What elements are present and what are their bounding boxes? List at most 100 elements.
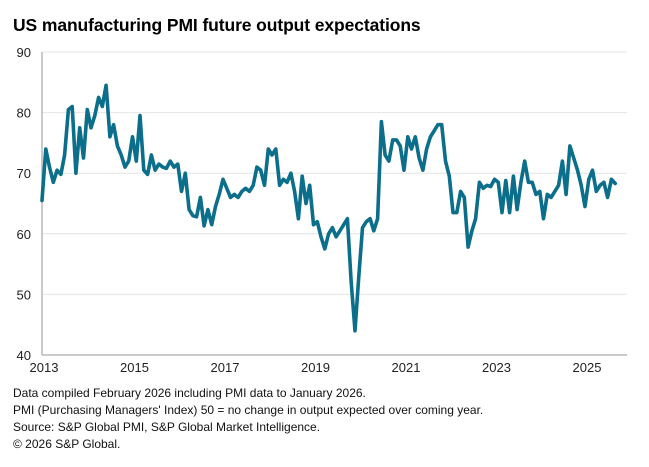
chart-notes: Data compiled February 2026 including PM… [13, 385, 483, 453]
data-point [214, 205, 217, 208]
data-point [184, 172, 187, 175]
data-point [195, 215, 198, 218]
y-tick-labels: 40 50 60 70 80 90 [17, 45, 31, 363]
data-point [331, 226, 334, 229]
data-point [135, 160, 138, 163]
data-point [60, 173, 63, 176]
data-point [595, 190, 598, 193]
data-point [131, 135, 134, 138]
data-point [188, 208, 191, 211]
data-point [463, 196, 466, 199]
data-point [90, 126, 93, 129]
data-point [388, 160, 391, 163]
data-point [606, 196, 609, 199]
data-point [191, 214, 194, 217]
data-point [403, 169, 406, 172]
data-point [591, 169, 594, 172]
data-point [603, 181, 606, 184]
note-copyright: © 2026 S&P Global. [13, 437, 121, 451]
data-point [580, 184, 583, 187]
data-point [339, 229, 342, 232]
y-tick-label: 50 [17, 287, 31, 302]
data-point [535, 193, 538, 196]
data-point [576, 169, 579, 172]
y-tick-label: 70 [17, 166, 31, 181]
data-point [572, 157, 575, 160]
data-point [293, 190, 296, 193]
data-point [52, 181, 55, 184]
data-point [391, 139, 394, 142]
x-tick-label: 2021 [392, 360, 421, 375]
data-point [127, 160, 130, 163]
data-point [263, 184, 266, 187]
data-point [527, 181, 530, 184]
data-point [508, 211, 511, 214]
data-point [67, 108, 70, 111]
data-point [335, 235, 338, 238]
data-point [350, 281, 353, 284]
data-point [599, 184, 602, 187]
data-point [422, 169, 425, 172]
data-point [448, 175, 451, 178]
data-point [146, 173, 149, 176]
note-pmi-definition: PMI (Purchasing Managers' Index) 50 = no… [13, 403, 484, 417]
data-point [489, 185, 492, 188]
data-point [542, 217, 545, 220]
data-point [252, 184, 255, 187]
series-line [40, 83, 617, 333]
data-point [501, 211, 504, 214]
data-point [486, 184, 489, 187]
data-point [569, 145, 572, 148]
data-point [523, 160, 526, 163]
data-point [109, 135, 112, 138]
data-point [44, 148, 47, 151]
data-point [546, 193, 549, 196]
data-point [553, 190, 556, 193]
data-point [342, 223, 345, 226]
data-point [290, 172, 293, 175]
data-point [82, 157, 85, 160]
data-point [504, 179, 507, 182]
data-point [97, 96, 100, 99]
data-point [312, 223, 315, 226]
data-point [399, 145, 402, 148]
x-tick-label: 2019 [301, 360, 330, 375]
data-point [395, 139, 398, 142]
data-point [101, 105, 104, 108]
data-point [372, 229, 375, 232]
data-point [467, 246, 470, 249]
data-point [316, 220, 319, 223]
data-point [380, 120, 383, 123]
data-point [610, 178, 613, 181]
data-point [199, 196, 202, 199]
data-point [229, 196, 232, 199]
data-point [180, 190, 183, 193]
data-point [203, 225, 206, 228]
data-point [56, 169, 59, 172]
data-point [63, 154, 66, 157]
data-point [410, 148, 413, 151]
data-point [557, 184, 560, 187]
data-point [139, 114, 142, 117]
data-point [323, 248, 326, 251]
axes [41, 52, 627, 356]
data-point [452, 211, 455, 214]
x-tick-label: 2025 [573, 360, 602, 375]
data-point [173, 166, 176, 169]
data-point [478, 181, 481, 184]
data-point [256, 166, 259, 169]
data-point [414, 135, 417, 138]
note-source: Source: S&P Global PMI, S&P Global Marke… [13, 420, 321, 434]
data-point [354, 329, 357, 332]
data-point [369, 217, 372, 220]
data-point [433, 129, 436, 132]
data-point [210, 223, 213, 226]
x-tick-label: 2013 [30, 360, 59, 375]
data-point [365, 220, 368, 223]
x-tick-label: 2017 [211, 360, 240, 375]
data-point [538, 190, 541, 193]
data-point [112, 123, 115, 126]
data-point [429, 135, 432, 138]
data-point [176, 163, 179, 166]
data-point [346, 217, 349, 220]
